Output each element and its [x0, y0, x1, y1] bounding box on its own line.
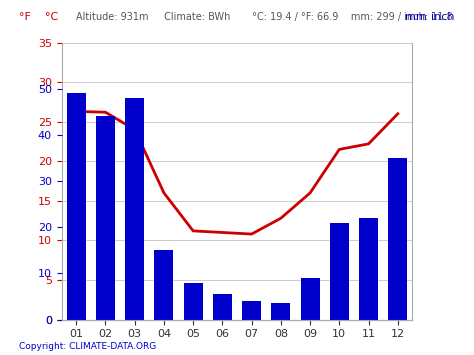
Bar: [359, 218, 378, 320]
Text: Copyright: CLIMATE-DATA.ORG: Copyright: CLIMATE-DATA.ORG: [19, 343, 156, 351]
Bar: [242, 301, 261, 320]
Bar: [388, 158, 407, 320]
Bar: [271, 303, 291, 320]
Bar: [213, 294, 232, 320]
Text: mm: mm: [405, 12, 427, 22]
Bar: [125, 98, 144, 320]
Text: °C: °C: [45, 12, 58, 22]
Bar: [183, 283, 203, 320]
Bar: [96, 116, 115, 320]
Bar: [155, 250, 173, 320]
Text: inch: inch: [431, 12, 455, 22]
Bar: [67, 93, 86, 320]
Text: °F: °F: [19, 12, 31, 22]
Text: Altitude: 931m     Climate: BWh       °C: 19.4 / °F: 66.9    mm: 299 / inch: 11.: Altitude: 931m Climate: BWh °C: 19.4 / °…: [76, 12, 453, 22]
Bar: [330, 223, 349, 320]
Bar: [301, 278, 319, 320]
